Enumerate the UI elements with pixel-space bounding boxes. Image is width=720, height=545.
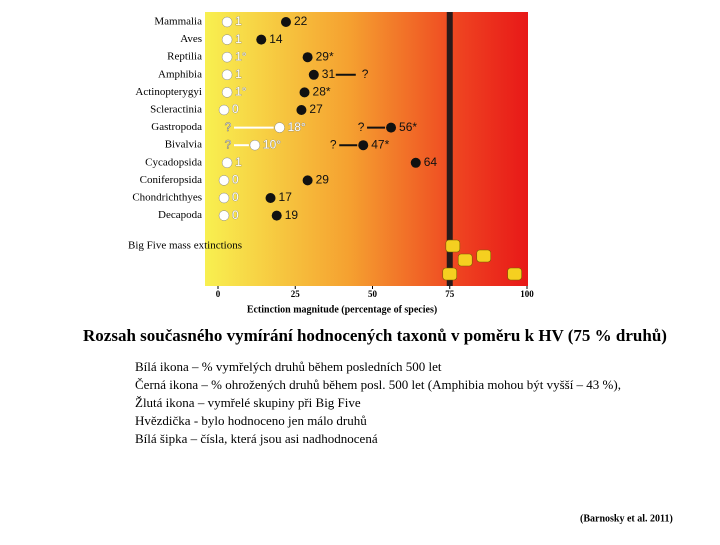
value-label: 1° [235,49,247,63]
category-label: Reptilia [167,51,202,63]
chart-title: Rozsah současného vymírání hodnocených t… [83,326,667,345]
value-label: 64 [424,155,438,169]
unknown-label: ? [225,120,232,134]
value-label: 19 [285,208,299,222]
category-label: Bivalvia [165,139,202,151]
value-label: 14 [269,32,283,46]
threatened-icon [302,52,313,63]
threatened-icon [271,210,282,221]
threshold-bar [446,12,453,286]
threatened-icon [386,122,397,133]
extinct-icon [221,16,233,28]
big-five-icon [457,253,473,267]
value-label: 28* [313,85,331,99]
value-label: 0 [232,208,239,222]
value-label: 31 [322,67,336,81]
value-label: 56* [399,120,417,134]
extinct-icon [218,210,230,221]
extinct-icon [218,175,230,186]
category-label: Chondrichthyes [132,192,202,204]
threatened-icon [296,105,307,115]
threatened-icon [280,17,291,27]
x-tick-label: 75 [445,289,455,299]
category-label: Actinopterygyi [135,86,202,98]
threatened-icon [256,34,267,45]
value-label: 47* [371,137,389,151]
category-label: Cycadopsida [145,156,202,168]
value-label: 1 [235,155,242,169]
threatened-icon [302,175,313,186]
value-label: 22 [294,14,308,28]
value-label: 1 [235,67,242,81]
threatened-icon [410,157,421,168]
note-line: Černá ikona – % ohrožených druhů během p… [135,377,621,392]
category-label: Amphibia [158,68,202,80]
big-five-icon [476,249,492,263]
category-label: Scleractinia [150,104,202,116]
threatened-icon [358,140,369,151]
big-five-icon [442,267,458,281]
extinct-icon [221,157,233,169]
value-label: 0 [232,102,239,116]
big-five-icon [507,267,522,281]
x-tick-label: 0 [216,289,221,299]
extinct-icon [221,69,233,81]
extinct-icon [249,139,261,151]
unknown-label: ? [225,137,232,151]
threatened-icon [265,193,276,203]
category-label: Aves [180,33,202,45]
extinct-icon [221,51,233,63]
unknown-label: ? [362,67,369,81]
value-label: 18° [288,120,306,134]
unknown-label: ? [358,120,365,134]
value-label: 1 [235,14,242,28]
note-line: Bílá ikona – % vymřelých druhů během pos… [135,359,442,374]
extinct-icon [218,192,230,204]
unknown-label: ? [330,137,337,151]
big-five-icon [445,239,461,253]
category-label: Gastropoda [151,121,202,133]
value-label: 10° [263,137,281,151]
note-line: Bílá šipka – čísla, která jsou asi nadho… [135,431,378,446]
threatened-icon [308,69,319,80]
extinct-icon [274,122,285,133]
citation: (Barnosky et al. 2011) [580,513,673,524]
x-tick-label: 25 [291,289,301,299]
extinct-icon [221,87,233,98]
threatened-icon [299,87,310,98]
x-axis-label: Ectinction magnitude (percentage of spec… [247,304,437,315]
value-label: 29* [316,49,334,63]
extinct-icon [221,34,233,45]
value-label: 1 [235,32,242,46]
value-label: 29 [316,173,330,187]
x-tick-label: 50 [368,289,378,299]
x-tick-label: 100 [520,289,534,299]
background-gradient [205,12,528,286]
extinct-icon [218,104,230,116]
value-label: 27 [309,102,323,116]
big-five-label: Big Five mass extinctions [128,240,242,252]
value-label: 17 [279,190,293,204]
value-label: 0 [232,190,239,204]
category-label: Coniferopsida [140,174,202,186]
category-label: Decapoda [158,209,202,221]
value-label: 0 [232,173,239,187]
note-line: Hvězdička - bylo hodnoceno jen málo druh… [135,413,367,428]
value-label: 1° [235,85,247,99]
note-line: Žlutá ikona – vymřelé skupiny při Big Fi… [135,395,361,410]
category-label: Mammalia [154,16,202,28]
